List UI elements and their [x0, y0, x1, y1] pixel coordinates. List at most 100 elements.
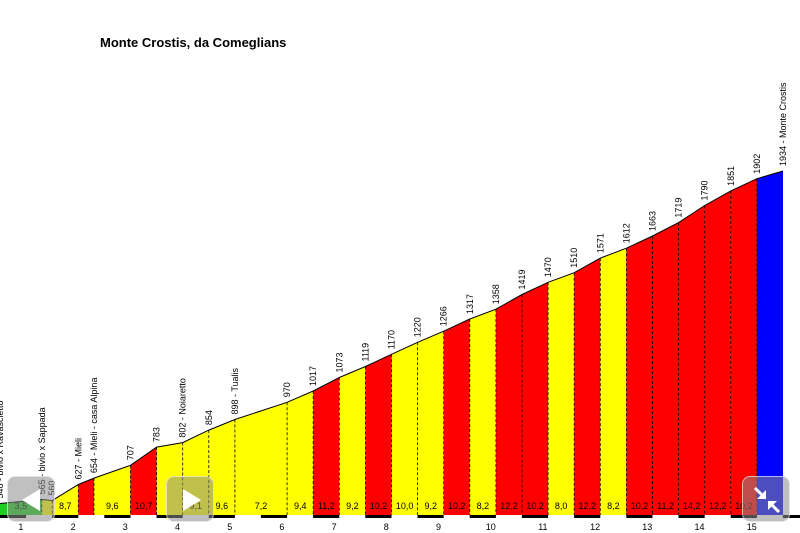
x-tick-label: 5 [227, 522, 232, 532]
slope-label: 8,7 [59, 501, 72, 511]
slope-label: 9,6 [106, 501, 119, 511]
gradient-segment [287, 391, 314, 515]
x-tick-label: 2 [71, 522, 76, 532]
altitude-label: 1358 [491, 284, 501, 304]
axis-scale-block [391, 515, 418, 518]
altitude-label: 1220 [413, 317, 423, 337]
altitude-label: 1934 - Monte Crostis [778, 82, 788, 166]
altitude-label: 802 - Noiaretto [178, 378, 188, 438]
axis-scale-block [287, 515, 314, 518]
slope-label: 9,2 [346, 501, 359, 511]
gradient-segment [756, 171, 783, 515]
x-tick-label: 1 [18, 522, 23, 532]
profile-outline [0, 170, 784, 504]
x-tick-label: 4 [175, 522, 180, 532]
gradient-segment [417, 331, 444, 515]
altitude-label: 1073 [334, 352, 344, 372]
altitude-label: 1470 [543, 257, 553, 277]
altitude-label: 783 [152, 427, 162, 442]
altitude-label: 970 [282, 382, 292, 397]
chart-title: Monte Crostis, da Comeglians [100, 35, 287, 50]
gradient-segment [704, 190, 731, 515]
x-tick-label: 8 [384, 522, 389, 532]
x-tick-label: 6 [279, 522, 284, 532]
previous-button[interactable] [7, 476, 55, 522]
slope-label: 12,2 [500, 501, 518, 511]
altitude-label: 1419 [517, 269, 527, 289]
slope-label: 8,2 [607, 501, 620, 511]
altitude-label: 1612 [621, 223, 631, 243]
axis-scale-block [234, 515, 261, 518]
x-tick-label: 11 [538, 522, 547, 532]
x-tick-label: 3 [123, 522, 128, 532]
gradient-segment [208, 419, 235, 515]
altitude-label: 1170 [387, 330, 397, 349]
gradient-segment [678, 205, 705, 515]
gradient-segment [574, 258, 601, 515]
gradient-segment [94, 465, 131, 515]
altitude-label: 1719 [674, 198, 684, 218]
gradient-segment [522, 282, 549, 515]
collapse-arrows-icon [753, 486, 781, 514]
x-tick-label: 13 [642, 522, 652, 532]
altitude-label: 1266 [439, 306, 449, 326]
x-tick-label: 12 [590, 522, 600, 532]
altitude-label: 707 [126, 445, 136, 460]
altitude-label: 1851 [726, 166, 736, 186]
x-tick-label: 15 [747, 522, 757, 532]
altitude-label: 627 - Mieli [73, 438, 83, 480]
gradient-segment [469, 309, 496, 515]
gradient-segment [443, 319, 470, 515]
gradient-segment [730, 178, 757, 515]
gradient-segment [391, 342, 418, 515]
slope-label: 10,2 [370, 501, 388, 511]
gradient-segment [313, 377, 340, 515]
altitude-label: 1902 [752, 154, 762, 174]
gradient-segment [78, 478, 94, 515]
altitude-label: 1510 [569, 248, 579, 268]
gradient-segment [234, 402, 288, 515]
x-tick-label: 14 [694, 522, 704, 532]
slope-label: 12,2 [579, 501, 597, 511]
axis-scale-block [130, 515, 157, 518]
altitude-label: 854 [204, 410, 214, 425]
altitude-label: 1571 [595, 233, 605, 253]
slope-label: 7,2 [255, 501, 268, 511]
gradient-segment [495, 294, 522, 515]
axis-scale-block [495, 515, 522, 518]
slope-label: 9,6 [216, 501, 229, 511]
gradient-segment [600, 248, 627, 515]
altitude-label: 1119 [360, 343, 370, 362]
x-tick-label: 10 [486, 522, 496, 532]
slope-label: 9,2 [424, 501, 437, 511]
altitude-label: 1317 [465, 294, 475, 314]
play-left-icon [22, 489, 40, 511]
axis-scale-block [600, 515, 627, 518]
slope-label: 10,2 [526, 501, 544, 511]
altitude-label: 654 - Mieli - casa Alpina [89, 378, 99, 474]
slope-label: 8,0 [555, 501, 568, 511]
gradient-segment [130, 447, 157, 515]
altitude-label: 1017 [308, 366, 318, 386]
slope-label: 10,2 [448, 501, 466, 511]
slope-label: 12,2 [709, 501, 727, 511]
altitude-label: 1790 [700, 180, 710, 200]
altitude-label: 548 - bivio x Ravascletto [0, 400, 5, 498]
gradient-segment [626, 236, 653, 515]
axis-scale-block [339, 515, 366, 518]
x-tick-label: 9 [436, 522, 441, 532]
axis-scale-block [548, 515, 575, 518]
axis-scale-block [652, 515, 679, 518]
altitude-label: 898 - Tualis [230, 367, 240, 414]
altitude-label: 565 - bivio x Sappada [37, 407, 47, 494]
slope-label: 11,2 [657, 501, 674, 511]
slope-label: 11,2 [318, 501, 335, 511]
axis-scale-block [704, 515, 731, 518]
gradient-segment [52, 484, 79, 515]
next-button[interactable] [166, 476, 214, 522]
slope-label: 10,7 [135, 501, 153, 511]
gradient-segment [365, 354, 392, 515]
fullscreen-button[interactable] [742, 476, 790, 522]
slope-label: 14,2 [683, 501, 701, 511]
